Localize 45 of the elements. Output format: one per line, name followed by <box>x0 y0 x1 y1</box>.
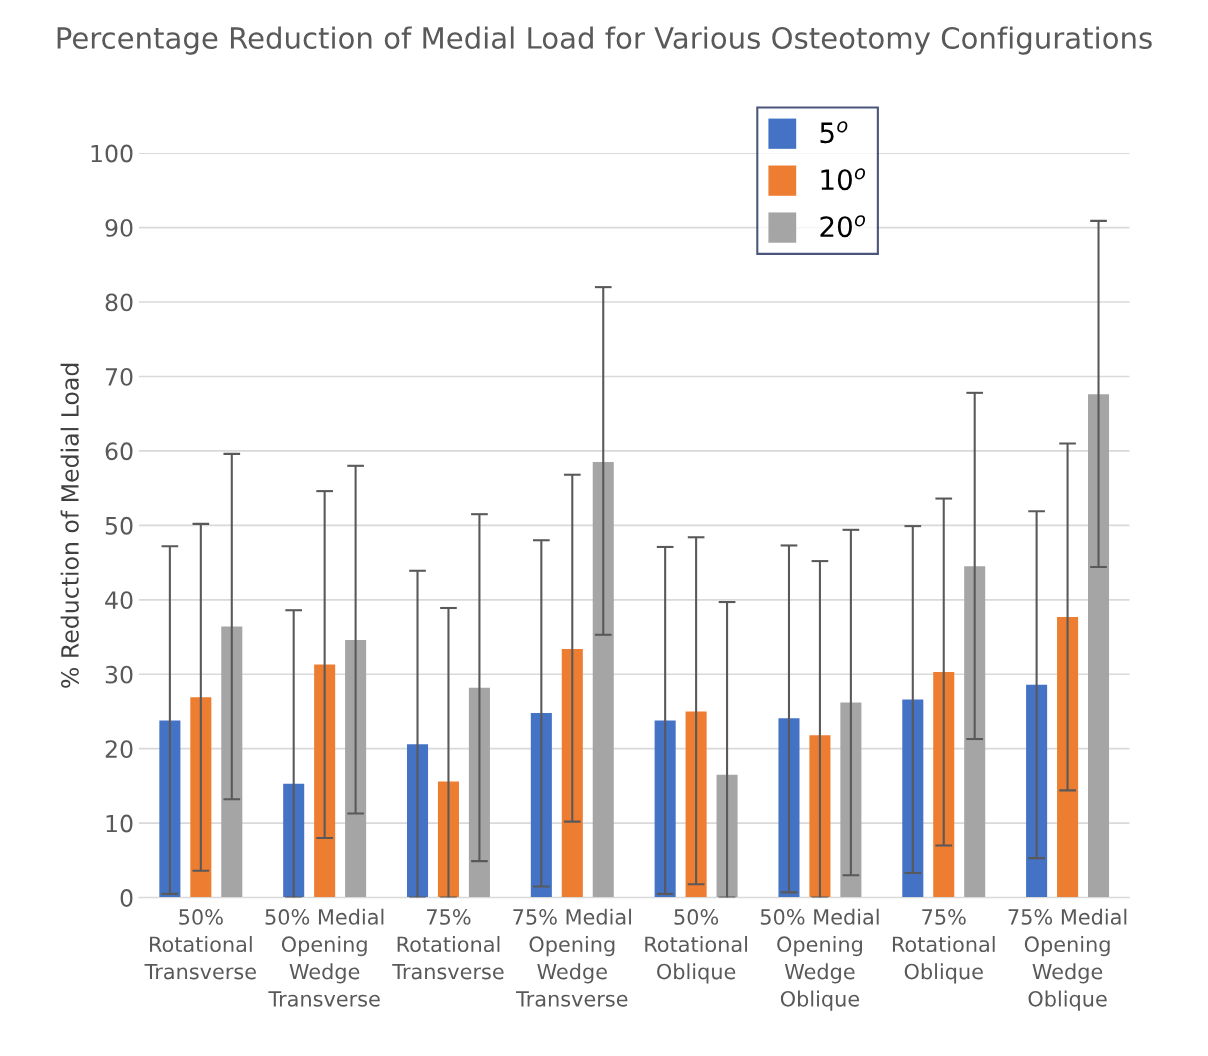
x-tick-label: 50% Rotational Transverse <box>144 909 256 980</box>
bar <box>654 720 676 898</box>
bar <box>345 640 367 898</box>
y-tick-label: 70 <box>105 367 133 386</box>
legend-label: 20$^{o}$ <box>820 215 866 238</box>
legend-label: 10$^{o}$ <box>821 168 866 191</box>
x-tick-label: 75% Rotational Transverse <box>392 909 504 980</box>
chart-title: Percentage Reduction of Medial Load for Various Osteotomy Configurations <box>57 26 1152 55</box>
bar <box>1026 684 1048 898</box>
bar <box>283 783 305 898</box>
legend-label: 5$^{o}$ <box>820 121 848 144</box>
x-tick-label: 75% Medial Opening Wedge Transverse <box>513 908 631 1007</box>
bar <box>809 735 831 898</box>
y-tick-label: 60 <box>105 442 133 461</box>
bar <box>468 687 490 898</box>
bar <box>1088 394 1110 898</box>
y-tick-label: 80 <box>105 293 133 312</box>
bar <box>592 462 614 898</box>
y-tick-label: 90 <box>105 219 133 237</box>
bar <box>221 626 243 898</box>
y-tick-label: 0 <box>120 889 133 907</box>
bar <box>933 672 955 898</box>
y-tick-label: 20 <box>105 740 133 759</box>
x-tick-label: 50% Rotational Oblique <box>645 909 747 984</box>
x-tick-label: 50% Medial Opening Wedge Transverse <box>265 908 384 1007</box>
y-tick-label: 10 <box>106 814 133 833</box>
bar <box>902 699 924 898</box>
bar <box>159 720 181 898</box>
bar <box>716 774 738 898</box>
y-tick-label: 40 <box>105 591 133 610</box>
y-tick-label: 100 <box>91 144 133 163</box>
x-tick-label: 75% Rotational Oblique <box>892 909 995 984</box>
x-tick-label: 75% Medial Opening Wedge Oblique <box>1008 908 1127 1011</box>
bar <box>1057 616 1079 898</box>
bar <box>314 664 336 898</box>
x-tick-label: 50% Medial Opening Wedge Oblique <box>760 908 879 1011</box>
y-axis-title: % Reduction of Medial Load <box>60 363 79 688</box>
y-tick-label: 50 <box>105 516 133 535</box>
bar <box>561 648 583 898</box>
bar <box>190 697 212 898</box>
y-tick-label: 30 <box>105 665 133 684</box>
bar <box>840 702 862 898</box>
bar <box>964 566 986 898</box>
bar <box>778 718 800 898</box>
bar <box>685 711 707 898</box>
